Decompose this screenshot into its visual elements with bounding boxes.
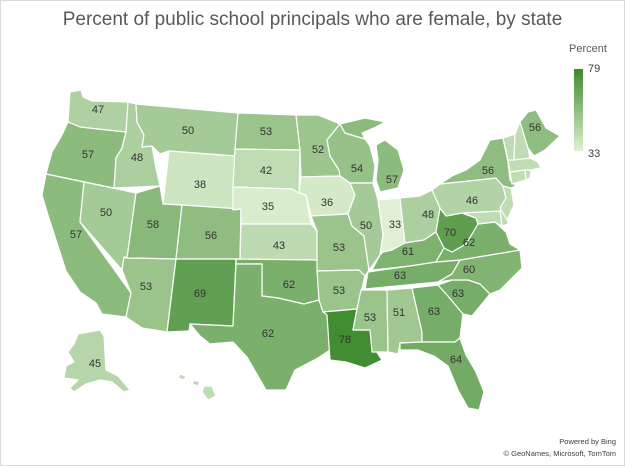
state-MI bbox=[339, 117, 405, 193]
legend-title: Percent bbox=[569, 43, 607, 55]
value-label-MT: 50 bbox=[182, 125, 194, 137]
value-label-KY: 61 bbox=[402, 246, 414, 258]
state-AK bbox=[63, 329, 131, 393]
state-HI bbox=[177, 373, 217, 401]
value-label-NV: 50 bbox=[100, 207, 112, 219]
value-label-UT: 58 bbox=[147, 219, 159, 231]
value-label-SC: 63 bbox=[452, 288, 464, 300]
state-FL bbox=[399, 337, 485, 411]
value-label-CO: 56 bbox=[205, 230, 217, 242]
legend-min-label: 33 bbox=[588, 148, 601, 160]
value-label-WY: 38 bbox=[194, 179, 206, 191]
value-label-WV: 70 bbox=[444, 227, 456, 239]
value-label-OR: 57 bbox=[82, 149, 94, 161]
value-label-MI: 57 bbox=[386, 174, 398, 186]
state-NC bbox=[437, 249, 523, 295]
value-label-IA: 36 bbox=[321, 197, 333, 209]
state-RI bbox=[524, 169, 532, 181]
value-label-IL: 50 bbox=[360, 220, 372, 232]
value-label-WI: 54 bbox=[351, 163, 363, 175]
value-label-NY: 56 bbox=[482, 165, 494, 177]
value-label-ND: 53 bbox=[260, 126, 272, 138]
legend-gradient-bar bbox=[574, 69, 583, 151]
state-IL bbox=[347, 182, 384, 271]
value-label-GA: 63 bbox=[428, 306, 440, 318]
value-label-NE: 35 bbox=[262, 201, 274, 213]
value-label-MN: 52 bbox=[312, 144, 324, 156]
value-label-FL: 64 bbox=[450, 354, 462, 366]
value-label-NC: 60 bbox=[463, 264, 475, 276]
value-label-KS: 43 bbox=[273, 240, 285, 252]
value-label-AR: 53 bbox=[333, 285, 345, 297]
state-NH bbox=[513, 121, 531, 161]
chart-title: Percent of public school principals who … bbox=[62, 9, 563, 30]
state-ME bbox=[519, 109, 561, 157]
legend-max-label: 79 bbox=[588, 63, 601, 75]
value-label-IN: 33 bbox=[389, 219, 401, 231]
value-label-MS: 53 bbox=[364, 312, 376, 324]
value-label-PA: 46 bbox=[466, 195, 478, 207]
value-label-CA: 57 bbox=[70, 229, 82, 241]
value-label-SD: 42 bbox=[260, 165, 272, 177]
state-TX bbox=[189, 263, 331, 391]
value-label-AK: 45 bbox=[89, 358, 101, 370]
value-label-VA: 62 bbox=[463, 237, 475, 249]
value-label-TN: 63 bbox=[394, 270, 406, 282]
value-label-AZ: 53 bbox=[140, 281, 152, 293]
value-label-TX: 62 bbox=[262, 328, 274, 340]
attribution-sources: © GeoNames, Microsoft, TomTom bbox=[503, 449, 617, 458]
attribution-powered-by: Powered by Bing bbox=[559, 437, 616, 446]
value-label-AL: 51 bbox=[393, 307, 405, 319]
state-MA bbox=[507, 157, 542, 173]
value-label-OK: 62 bbox=[283, 279, 295, 291]
value-label-ME: 56 bbox=[529, 122, 541, 134]
value-label-LA: 78 bbox=[339, 334, 351, 346]
value-label-NM: 69 bbox=[194, 288, 206, 300]
value-label-OH: 48 bbox=[422, 209, 434, 221]
value-label-MO: 53 bbox=[333, 242, 345, 254]
value-label-WA: 47 bbox=[92, 104, 104, 116]
value-label-ID: 48 bbox=[131, 152, 143, 164]
